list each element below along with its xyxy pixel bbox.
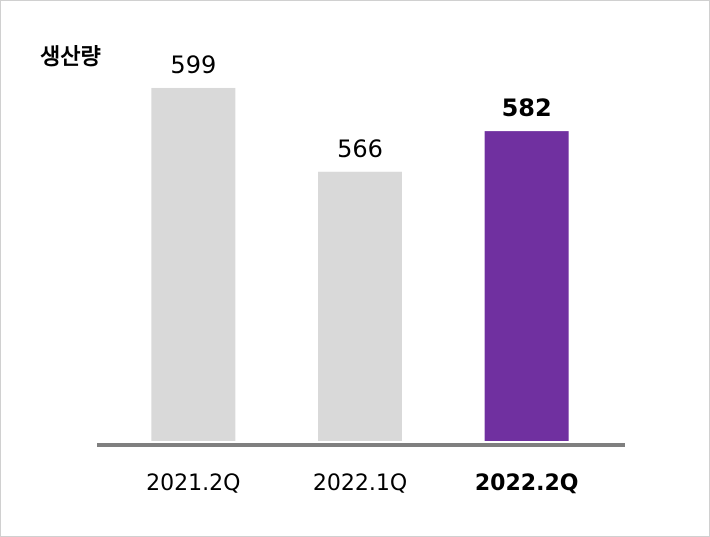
x-tick-label: 2021.2Q [146, 471, 240, 496]
value-label: 566 [337, 135, 383, 163]
bar [318, 171, 402, 441]
x-tick-label: 2022.2Q [475, 471, 579, 496]
chart-title: 생산량 [40, 45, 101, 70]
value-label: 582 [502, 94, 552, 122]
value-label: 599 [170, 51, 216, 79]
x-tick-label: 2022.1Q [313, 471, 407, 496]
bar [484, 131, 569, 441]
bar [151, 87, 236, 441]
